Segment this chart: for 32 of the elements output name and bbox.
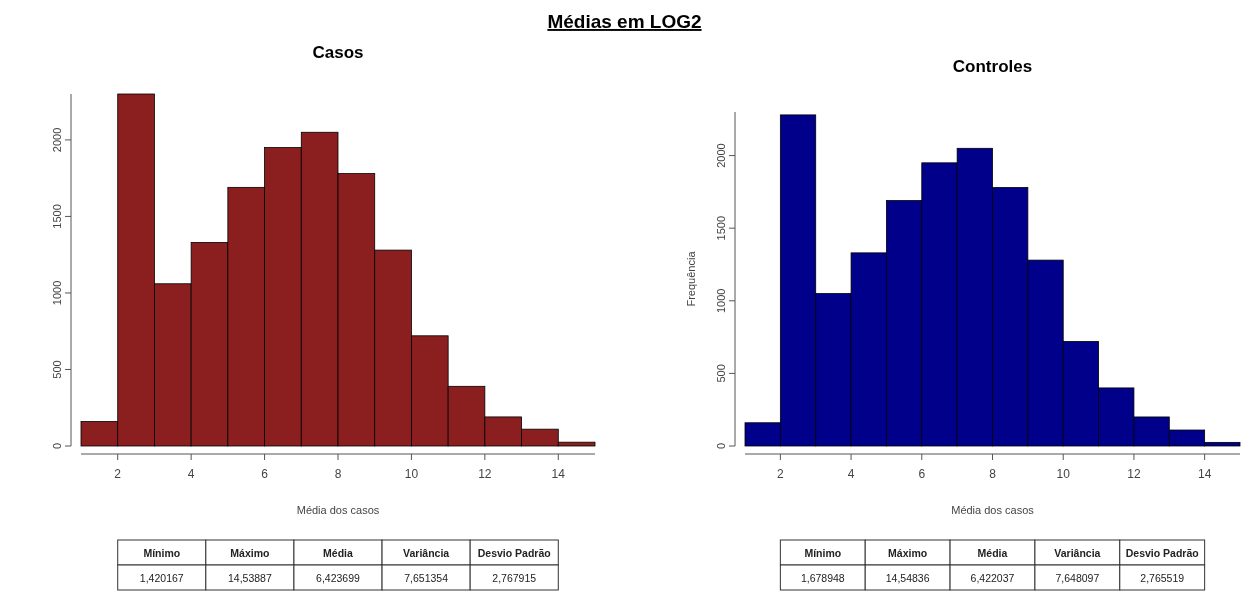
y-tick-label: 1000 — [715, 288, 727, 314]
stats-table: Mínimo Máximo Média Variância Desvio Padrão 1,420167 14,53887 6,423699 7,651354 2,767915 — [117, 539, 559, 591]
x-tick-label: 6 — [261, 467, 269, 481]
x-axis-title: Média dos casos — [296, 504, 380, 516]
text: Médias em LOG2 — [547, 11, 702, 32]
x-tick-label: 10 — [1056, 467, 1071, 481]
chart-title: Controles — [952, 57, 1033, 76]
y-tick-label: 1000 — [51, 280, 63, 306]
x-tick-label: 14 — [1197, 467, 1212, 481]
x-tick-label: 6 — [918, 467, 926, 481]
x-tick-label: 12 — [1127, 467, 1141, 481]
stats-table: Mínimo Máximo Média Variância Desvio Padrão 1,678948 14,54836 6,422037 7,648097 2,765519 — [779, 539, 1206, 591]
y-axis-title: Frequência — [685, 250, 697, 307]
x-tick-label: 8 — [989, 467, 997, 481]
y-tick-label: 2000 — [715, 143, 727, 168]
x-axis-title: Média dos casos — [951, 504, 1035, 516]
x-tick-label: 2 — [777, 467, 785, 481]
x-tick-label: 14 — [551, 467, 566, 481]
x-tick-label: 10 — [404, 467, 419, 481]
y-tick-label: 1500 — [715, 215, 727, 241]
y-tick-label: 500 — [715, 364, 727, 383]
y-tick-label: 2000 — [51, 127, 63, 153]
chart-title: Casos — [312, 43, 364, 62]
x-tick-label: 4 — [847, 467, 855, 481]
x-tick-label: 8 — [334, 467, 342, 481]
y-tick-label: 500 — [51, 360, 63, 379]
y-tick-label: 1500 — [51, 204, 63, 229]
x-tick-label: 12 — [478, 467, 492, 481]
x-tick-label: 2 — [114, 467, 122, 481]
y-tick-label: 0 — [715, 442, 727, 450]
x-tick-label: 4 — [187, 467, 195, 481]
y-tick-label: 0 — [51, 442, 63, 450]
